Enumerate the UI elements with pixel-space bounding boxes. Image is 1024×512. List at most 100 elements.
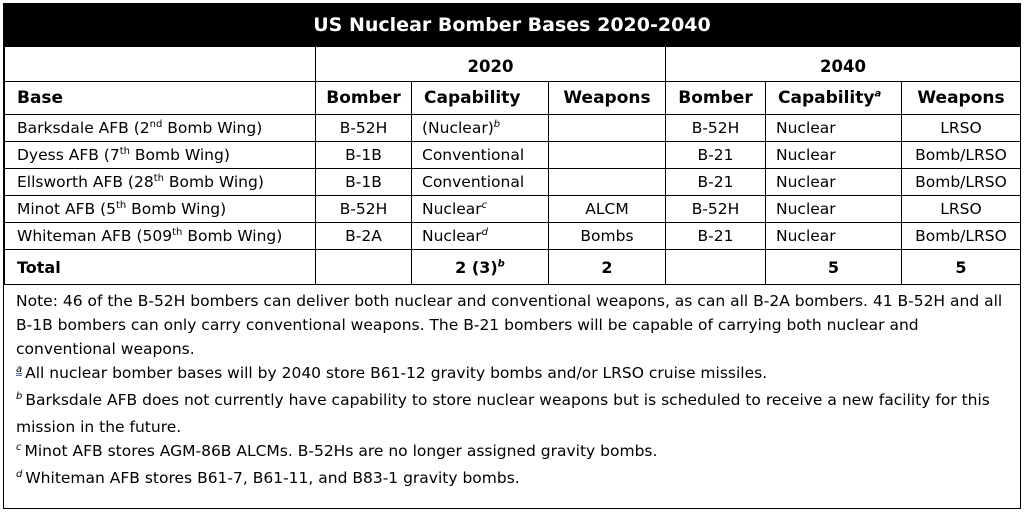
table-row: Dyess AFB (7th Bomb Wing) B-1B Conventio…	[4, 141, 1021, 169]
total-weapons-2020-cell: 2	[548, 249, 666, 285]
weapons-2040-cell: LRSO	[901, 195, 1021, 223]
ordinal-suffix: th	[119, 145, 130, 157]
capability-2020-cell: Conventional	[411, 168, 549, 196]
footnote-d-mark: d	[16, 469, 23, 480]
base-name: Ellsworth AFB (28	[17, 173, 154, 191]
base-name: Whiteman AFB (509	[17, 227, 173, 245]
base-header: Base	[4, 81, 316, 115]
capability-2040-cell: Nuclear	[765, 114, 902, 142]
total-capability-2040-cell: 5	[765, 249, 902, 285]
weapons-2020-cell: Bombs	[548, 222, 666, 250]
bomber-2020-cell: B-52H	[315, 195, 412, 223]
base-name: Minot AFB (5	[17, 200, 116, 218]
capability-2020-text: Conventional	[422, 173, 525, 191]
base-name: Dyess AFB (7	[17, 146, 120, 164]
ordinal-suffix: th	[115, 199, 127, 211]
capability-2020-cell: Conventional	[411, 141, 549, 169]
footnote-c-text: Minot AFB stores AGM-86B ALCMs. B-52Hs a…	[24, 442, 658, 460]
table-row: Whiteman AFB (509th Bomb Wing) B-2A Nucl…	[4, 222, 1021, 250]
footnote-marker: b	[497, 258, 505, 270]
bomber-2040-cell: B-52H	[665, 195, 766, 223]
footnote-a-link[interactable]: a	[16, 364, 23, 375]
capability-2040-cell: Nuclear	[765, 168, 902, 196]
capability-2020-cell: Nucleard	[411, 222, 549, 250]
base-wing: Bomb Wing)	[182, 227, 283, 245]
base-wing: Bomb Wing)	[126, 200, 227, 218]
bomber-2040-header: Bomber	[665, 81, 766, 115]
total-capability-2020-text: 2 (3)	[455, 257, 498, 277]
footnote-c-mark: c	[16, 442, 22, 453]
bomber-2020-header: Bomber	[315, 81, 412, 115]
year-2040-header: 2040	[665, 46, 1021, 82]
main-note: Note: 46 of the B-52H bombers can delive…	[16, 292, 1003, 358]
capability-2020-text: Conventional	[422, 146, 525, 164]
table-title: US Nuclear Bomber Bases 2020-2040	[4, 4, 1020, 46]
footnote-b-mark: b	[16, 391, 23, 402]
base-wing: Bomb Wing)	[129, 146, 230, 164]
bomber-2040-cell: B-21	[665, 141, 766, 169]
ordinal-suffix: nd	[149, 118, 163, 130]
base-name: Barksdale AFB (2	[17, 119, 150, 137]
base-wing: Bomb Wing)	[163, 173, 264, 191]
weapons-2020-cell	[548, 168, 666, 196]
footnote-c: c Minot AFB stores AGM-86B ALCMs. B-52Hs …	[16, 439, 1010, 466]
table-row: Barksdale AFB (2nd Bomb Wing) B-52H (Nuc…	[4, 114, 1021, 142]
weapons-2040-cell: Bomb/LRSO	[901, 168, 1021, 196]
table-row: Minot AFB (5th Bomb Wing) B-52H Nuclearc…	[4, 195, 1021, 223]
empty-corner-cell	[4, 46, 316, 82]
weapons-2040-cell: Bomb/LRSO	[901, 141, 1021, 169]
year-header-row: 2020 2040	[4, 46, 1021, 82]
bomber-2020-cell: B-52H	[315, 114, 412, 142]
base-cell: Barksdale AFB (2nd Bomb Wing)	[4, 114, 316, 142]
base-cell: Ellsworth AFB (28th Bomb Wing)	[4, 168, 316, 196]
base-cell: Dyess AFB (7th Bomb Wing)	[4, 141, 316, 169]
capability-2040-header: Capabilitya	[765, 81, 902, 115]
base-wing: Bomb Wing)	[162, 119, 263, 137]
footnote-a: a All nuclear bomber bases will by 2040 s…	[16, 361, 1010, 388]
weapons-2040-header: Weapons	[901, 81, 1021, 115]
bomber-bases-table: 2020 2040 Base Bomber Capability Weapons…	[4, 46, 1021, 285]
base-cell: Whiteman AFB (509th Bomb Wing)	[4, 222, 316, 250]
total-bomber-2040-cell	[665, 249, 766, 285]
bomber-2040-cell: B-52H	[665, 114, 766, 142]
capability-2040-cell: Nuclear	[765, 195, 902, 223]
total-bomber-2020-cell	[315, 249, 412, 285]
bomber-2040-cell: B-21	[665, 168, 766, 196]
table-row: Ellsworth AFB (28th Bomb Wing) B-1B Conv…	[4, 168, 1021, 196]
total-capability-2020-cell: 2 (3)b	[411, 249, 549, 285]
footnote-marker-a: a	[874, 88, 882, 100]
capability-2020-cell: (Nuclear)b	[411, 114, 549, 142]
weapons-2040-cell: Bomb/LRSO	[901, 222, 1021, 250]
weapons-2020-header: Weapons	[548, 81, 666, 115]
capability-2020-cell: Nuclearc	[411, 195, 549, 223]
ordinal-suffix: th	[153, 172, 164, 184]
base-cell: Minot AFB (5th Bomb Wing)	[4, 195, 316, 223]
capability-2020-text: Nuclear	[422, 227, 482, 245]
weapons-2040-cell: LRSO	[901, 114, 1021, 142]
footnote-marker: c	[481, 199, 488, 211]
footnote-d: d Whiteman AFB stores B61-7, B61-11, and …	[16, 466, 1010, 493]
capability-2040-header-text: Capability	[778, 88, 875, 108]
footnote-marker: d	[481, 226, 489, 238]
capability-2040-cell: Nuclear	[765, 222, 902, 250]
total-weapons-2040-cell: 5	[901, 249, 1021, 285]
year-2020-header: 2020	[315, 46, 666, 82]
capability-2040-cell: Nuclear	[765, 141, 902, 169]
table-frame: US Nuclear Bomber Bases 2020-2040 2020 2…	[3, 3, 1021, 509]
bomber-2040-cell: B-21	[665, 222, 766, 250]
weapons-2020-cell: ALCM	[548, 195, 666, 223]
bomber-2020-cell: B-1B	[315, 141, 412, 169]
bomber-2020-cell: B-2A	[315, 222, 412, 250]
column-header-row: Base Bomber Capability Weapons Bomber Ca…	[4, 81, 1021, 115]
bomber-2020-cell: B-1B	[315, 168, 412, 196]
capability-2020-text: (Nuclear)	[422, 119, 494, 137]
total-row: Total 2 (3)b 2 5 5	[4, 249, 1021, 285]
weapons-2020-cell	[548, 114, 666, 142]
footnote-b-text: Barksdale AFB does not currently have ca…	[16, 391, 990, 436]
notes-section: Note: 46 of the B-52H bombers can delive…	[4, 285, 1020, 493]
capability-2020-text: Nuclear	[422, 200, 482, 218]
ordinal-suffix: th	[172, 226, 183, 238]
capability-2020-header: Capability	[411, 81, 549, 115]
footnote-marker: b	[493, 118, 501, 130]
footnote-b: b Barksdale AFB does not currently have c…	[16, 388, 1010, 439]
